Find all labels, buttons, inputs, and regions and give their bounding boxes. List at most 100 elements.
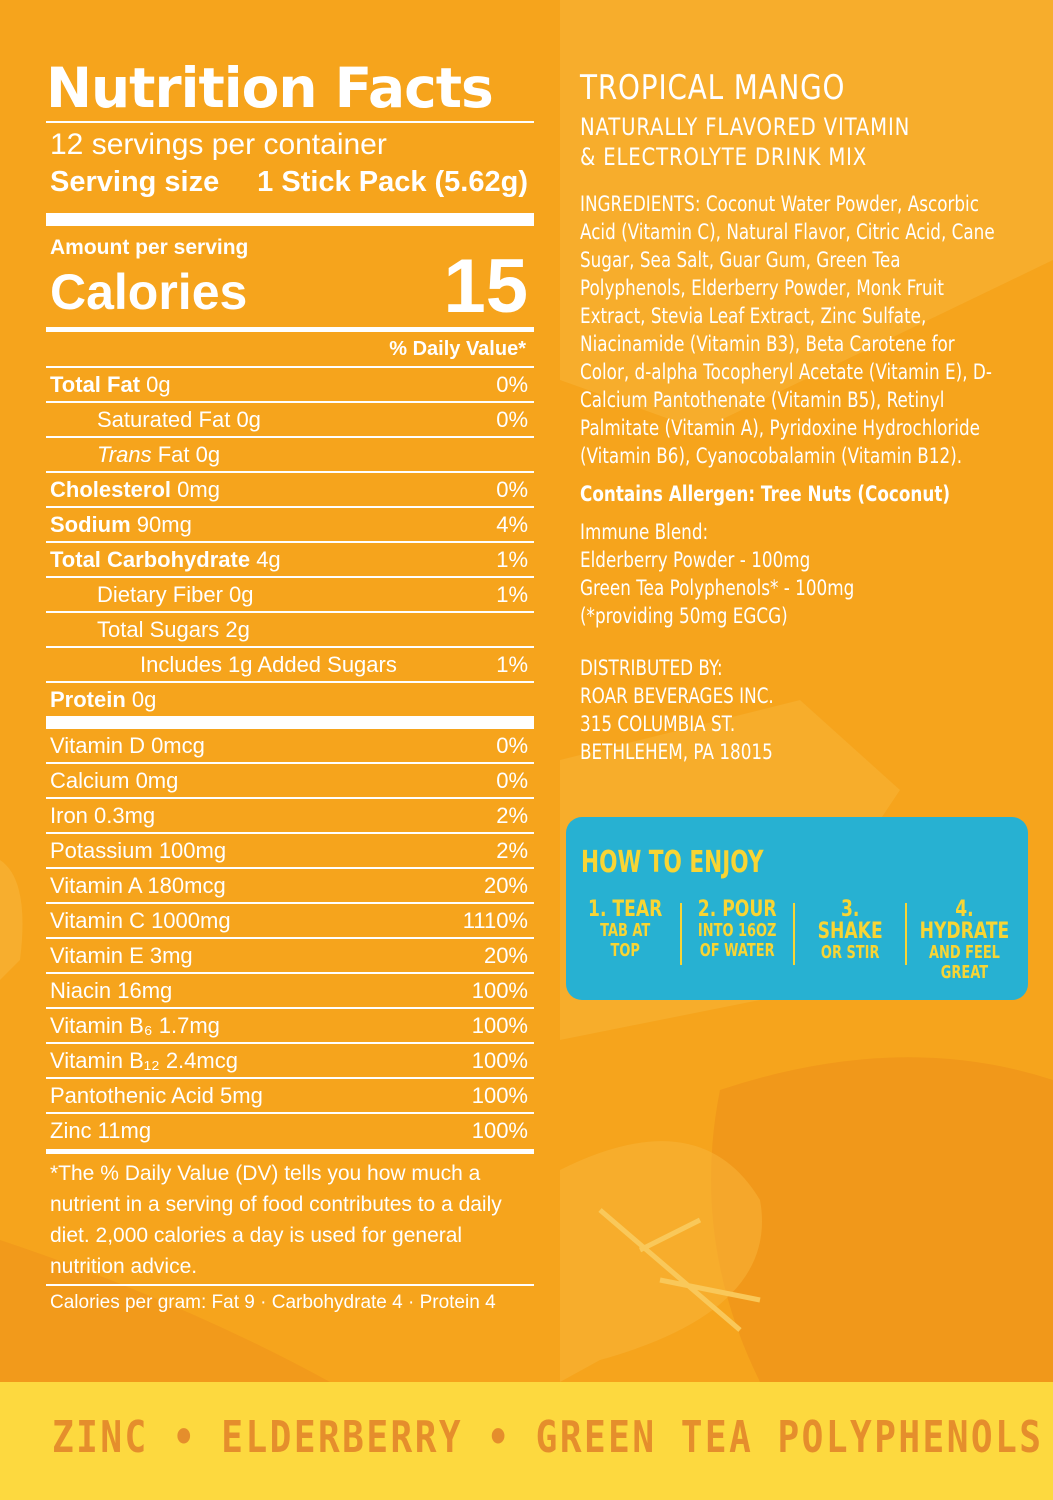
nutrient-name: Trans (97, 441, 152, 467)
nutrient-row-total-carbohydrate: Total Carbohydrate 4g 1% (46, 541, 534, 576)
nutrient-name: Dietary Fiber (97, 581, 223, 607)
amount-per-serving: Amount per serving (50, 236, 249, 259)
nutrient-amount: 2g (225, 616, 250, 642)
nutrient-amount: 0mg (177, 476, 220, 502)
divider (46, 1284, 534, 1286)
vitamin-label: Vitamin D 0mcg (50, 732, 205, 758)
vitamin-label: Iron 0.3mg (50, 802, 156, 828)
vitamin-row: Niacin 16mg 100% (46, 974, 534, 1009)
nutrient-row-sodium: Sodium 90mg 4% (46, 506, 534, 541)
vitamin-dv: 100% (471, 1082, 528, 1108)
step-text: OF WATER (700, 940, 775, 961)
step-divider (905, 903, 908, 965)
distributor-name: ROAR BEVERAGES INC. (580, 684, 774, 708)
nutrient-row-dietary-fiber: Dietary Fiber 0g 1% (46, 576, 534, 611)
nutrient-name: Total Fat (50, 371, 141, 397)
vitamin-label: Vitamin B₁₂ 2.4mcg (50, 1047, 238, 1073)
step-number: 1. TEAR (588, 897, 663, 922)
nutrient-row-total-fat: Total Fat 0g 0% (46, 366, 534, 401)
how-to-enjoy-box: HOW TO ENJOY 1. TEAR TAB AT TOP 2. POUR … (566, 817, 1028, 1000)
nutrient-name: Saturated Fat (97, 406, 231, 432)
nutrition-facts-label: Nutrition Facts 12 servings per containe… (46, 55, 534, 1318)
servings-per-container: 12 servings per container (50, 128, 387, 161)
product-subtitle-line1: NATURALLY FLAVORED VITAMIN (580, 113, 911, 141)
step-hydrate: 4. HYDRATE AND FEEL GREAT (907, 899, 1022, 983)
vitamin-dv: 0% (496, 732, 528, 758)
step-text: TAB AT TOP (600, 920, 651, 961)
nutrient-dv: 4% (496, 511, 528, 537)
nutrient-name: Protein (50, 686, 126, 712)
distributor-city: BETHLEHEM, PA 18015 (580, 740, 773, 764)
step-pour: 2. POUR INTO 16OZ OF WATER (682, 899, 792, 983)
calories-per-gram: Calories per gram: Fat 9 · Carbohydrate … (50, 1292, 496, 1313)
nutrient-dv: 1% (496, 651, 528, 677)
vitamin-dv: 100% (471, 977, 528, 1003)
nutrient-name: Sodium (50, 511, 131, 537)
serving-size-row: Serving size 1 Stick Pack (5.62g) (46, 164, 534, 200)
nutrition-facts-title: Nutrition Facts (46, 56, 494, 120)
daily-value-header: % Daily Value* (389, 338, 526, 360)
nutrient-row-saturated-fat: Saturated Fat 0g 0% (46, 401, 534, 436)
how-to-enjoy-title: HOW TO ENJOY (581, 845, 764, 880)
immune-blend-item: Elderberry Powder - 100mg (580, 548, 811, 572)
vitamin-list: Vitamin D 0mcg 0% Calcium 0mg 0% Iron 0.3m… (46, 729, 534, 1147)
product-subtitle-line2: & ELECTROLYTE DRINK MIX (580, 143, 868, 171)
allergen-statement: Contains Allergen: Tree Nuts (Coconut) (580, 482, 951, 506)
nutrient-name: Includes 1g Added Sugars (140, 651, 397, 677)
nutrient-amount: 0g (146, 371, 171, 397)
nutrient-amount: 0g (131, 686, 157, 712)
serving-size-value: 1 Stick Pack (5.62g) (257, 166, 528, 198)
nutrient-name: Cholesterol (50, 476, 172, 502)
vitamin-dv: 100% (471, 1117, 528, 1143)
nutrient-dv: 0% (496, 371, 528, 397)
step-number: 2. POUR (698, 897, 777, 922)
step-text: INTO 16OZ (698, 920, 777, 941)
product-info-column: TROPICAL MANGO NATURALLY FLAVORED VITAMI… (580, 68, 1020, 766)
nutrient-row-protein: Protein 0g (46, 681, 534, 716)
nutrient-row-cholesterol: Cholesterol 0mg 0% (46, 471, 534, 506)
nutrient-dv: 0% (496, 476, 528, 502)
calories-value: 15 (443, 244, 528, 329)
vitamin-label: Zinc 11mg (50, 1117, 152, 1143)
calories-row: Calories 15 (46, 249, 534, 325)
nutrient-dv: 1% (496, 546, 528, 572)
nutrient-name: Total Carbohydrate (50, 546, 251, 572)
vitamin-dv: 20% (483, 942, 528, 968)
step-number: 3. SHAKE (817, 897, 883, 944)
step-shake: 3. SHAKE OR STIR (795, 899, 905, 983)
vitamin-label: Vitamin E 3mg (50, 942, 193, 968)
ingredients-list: INGREDIENTS: Coconut Water Powder, Ascor… (580, 192, 995, 468)
vitamin-row: Pantothenic Acid 5mg 100% (46, 1079, 534, 1114)
step-divider (680, 903, 683, 965)
vitamin-label: Calcium 0mg (50, 767, 179, 793)
distributor-label: DISTRIBUTED BY: (580, 656, 723, 680)
divider-medium (46, 327, 534, 332)
nutrient-row-total-sugars: Total Sugars 2g (46, 611, 534, 646)
vitamin-row: Potassium 100mg 2% (46, 834, 534, 869)
vitamin-row: Zinc 11mg 100% (46, 1114, 534, 1147)
nutrient-amount: 4g (256, 546, 281, 572)
nutrient-dv: 1% (496, 581, 528, 607)
nutrient-dv: 0% (496, 406, 528, 432)
vitamin-row: Vitamin A 180mcg 20% (46, 869, 534, 904)
nutrient-row-added-sugars: Includes 1g Added Sugars 1% (46, 646, 534, 681)
vitamin-dv: 20% (483, 872, 528, 898)
nutrient-amount: 0g (229, 581, 254, 607)
serving-size-label: Serving size (50, 166, 220, 198)
product-flavor-title: TROPICAL MANGO (580, 68, 846, 108)
vitamin-row: Vitamin B₆ 1.7mg 100% (46, 1009, 534, 1044)
vitamin-label: Vitamin A 180mcg (50, 872, 226, 898)
banner-text: ZINC • ELDERBERRY • GREEN TEA POLYPHENOL… (52, 1412, 1044, 1463)
distributor-street: 315 COLUMBIA ST. (580, 712, 736, 736)
vitamin-row: Vitamin E 3mg 20% (46, 939, 534, 974)
vitamin-row: Iron 0.3mg 2% (46, 799, 534, 834)
step-number: 4. HYDRATE (919, 897, 1010, 944)
immune-blend-title: Immune Blend: (580, 520, 709, 544)
vitamin-dv: 2% (496, 837, 528, 863)
divider-thick (46, 213, 534, 226)
step-text: GREAT (940, 962, 989, 983)
nutrient-name: Total Sugars (97, 616, 220, 642)
immune-blend-item: Green Tea Polyphenols* - 100mg (580, 576, 855, 600)
step-divider (792, 903, 795, 965)
